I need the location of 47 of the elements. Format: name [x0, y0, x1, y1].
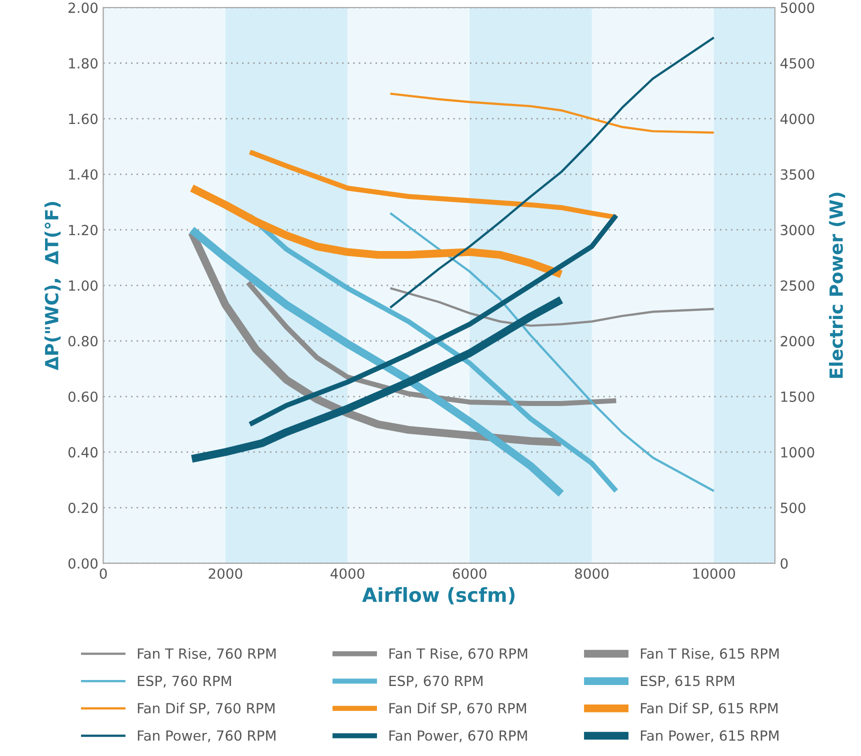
y-tick-label: 1.20 [69, 224, 98, 236]
legend-label: Fan T Rise, 615 RPM [640, 648, 779, 660]
legend-label: Fan Power, 670 RPM [389, 730, 527, 742]
y2-tick-label: 4000 [780, 114, 814, 124]
x-tick-label: 2000 [208, 568, 242, 579]
y2-tick-label: 2000 [780, 336, 814, 346]
y2-tick-label: 1500 [781, 391, 814, 402]
legend-label: Fan Power, 760 RPM [138, 730, 276, 742]
x-tick-label: 4000 [330, 568, 364, 579]
y-tick-label: 2.00 [68, 2, 98, 14]
legend-label: Fan Power, 615 RPM [640, 730, 778, 742]
x-tick-label: 6000 [452, 568, 486, 579]
x-axis-title: Airflow (scfm) [362, 587, 514, 604]
line-series [389, 287, 715, 327]
line-series [389, 92, 715, 134]
y-tick-label: 0.00 [68, 558, 98, 569]
y-axis-title: ΔP("WC), ΔT(°F) [44, 202, 61, 370]
legend-label: Fan Dif SP, 760 RPM [138, 702, 274, 715]
y2-tick-label: 0 [780, 558, 788, 569]
legend-label: Fan T Rise, 760 RPM [138, 648, 276, 660]
line-series [389, 212, 715, 492]
x-tick-label: 8000 [575, 568, 608, 579]
legend-label: Fan T Rise, 670 RPM [389, 648, 528, 660]
y-tick-label: 0.20 [68, 502, 98, 514]
legend-label: ESP, 670 RPM [389, 676, 482, 688]
y-tick-label: 0.60 [68, 391, 98, 402]
y-tick-label: 1.80 [69, 58, 98, 69]
y2-tick-label: 1000 [781, 447, 814, 458]
legend-label: ESP, 760 RPM [138, 676, 231, 688]
legend-label: ESP, 615 RPM [640, 676, 734, 688]
legend-label: Fan Dif SP, 670 RPM [389, 702, 526, 715]
line-series [389, 36, 715, 309]
y-tick-label: 1.40 [69, 169, 98, 180]
y2-tick-label: 500 [780, 502, 806, 514]
x-tick-label: 0 [100, 568, 107, 579]
x-tick-label: 10000 [693, 568, 736, 579]
y2-tick-label: 5000 [780, 2, 814, 14]
y2-tick-label: 4500 [780, 58, 814, 69]
y2-tick-label: 3000 [780, 224, 814, 236]
y2-tick-label: 3500 [780, 169, 814, 180]
y-tick-label: 1.00 [69, 280, 98, 291]
y-tick-label: 1.60 [69, 114, 98, 124]
y2-axis-title: Electric Power (W) [828, 192, 846, 378]
legend-label: Fan Dif SP, 615 RPM [640, 702, 778, 715]
y-tick-label: 0.40 [68, 447, 98, 458]
y2-tick-label: 2500 [780, 280, 814, 291]
y-tick-label: 0.80 [68, 336, 98, 346]
